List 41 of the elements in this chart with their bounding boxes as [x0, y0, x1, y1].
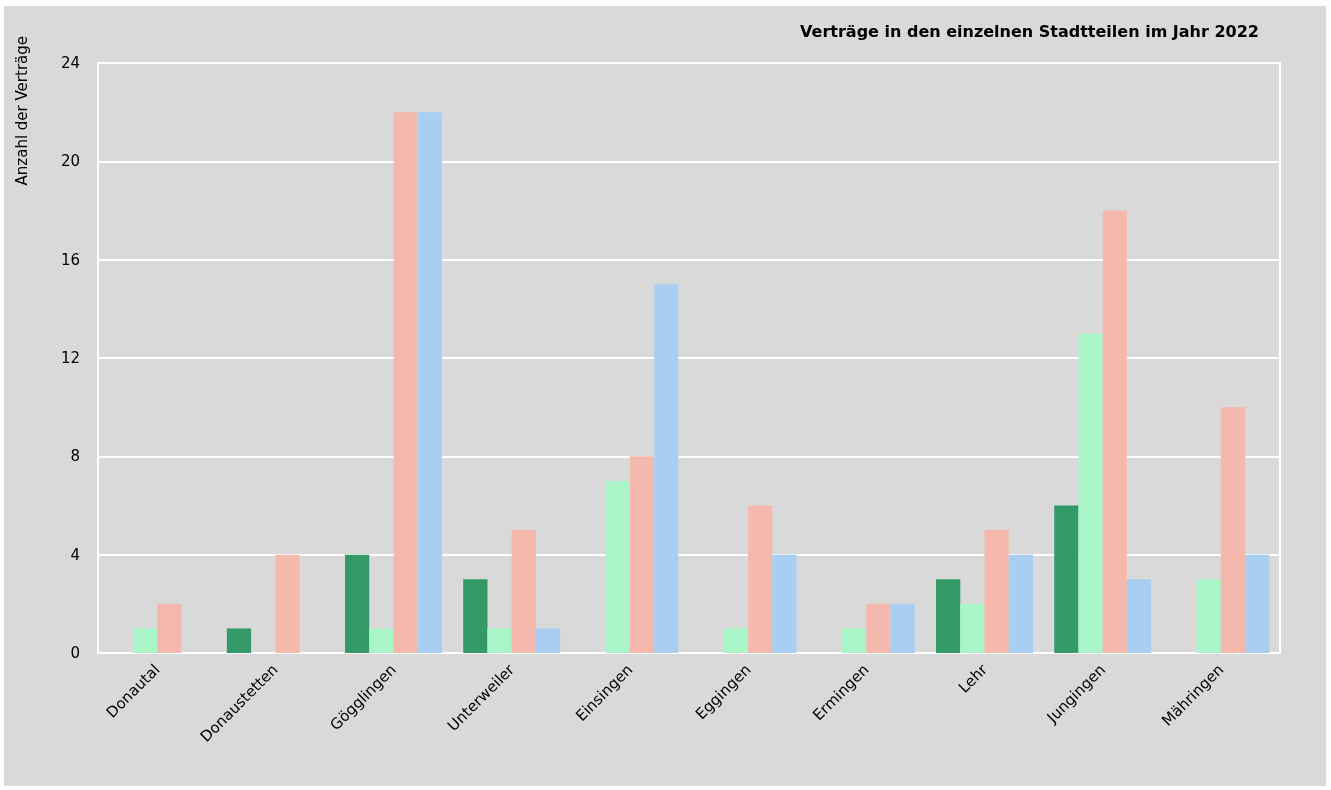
bar [772, 554, 797, 653]
bar [157, 603, 182, 653]
y-tick-label: 24 [60, 54, 80, 72]
y-axis-title: Anzahl der Verträge [12, 35, 31, 186]
bar [1126, 579, 1152, 653]
bar [132, 628, 158, 653]
y-tick-label: 0 [70, 644, 80, 662]
bar [866, 603, 891, 653]
bar [1078, 333, 1103, 653]
bar [1245, 554, 1270, 653]
bar [842, 628, 867, 653]
bar [369, 628, 394, 653]
y-tick-label: 16 [60, 250, 80, 269]
bar [393, 112, 418, 653]
bar [936, 579, 961, 653]
bar [345, 554, 370, 653]
bar [960, 603, 985, 653]
bar [1102, 210, 1127, 653]
bar [1220, 407, 1246, 653]
bar [275, 554, 300, 653]
bar [629, 456, 655, 653]
bar [605, 480, 630, 653]
y-tick-label: 20 [60, 152, 80, 171]
bar [890, 603, 915, 653]
bar [226, 628, 252, 653]
bar [984, 530, 1009, 653]
y-tick-label: 8 [70, 447, 80, 466]
y-tick-label: 12 [60, 349, 80, 367]
bar [511, 530, 536, 653]
bar [1008, 554, 1033, 653]
bar [723, 628, 749, 653]
bar [1196, 579, 1221, 653]
bar [463, 579, 488, 653]
bar [748, 505, 773, 653]
bar [487, 628, 512, 653]
y-tick-label: 4 [70, 545, 80, 564]
bar [417, 112, 442, 653]
bar [1054, 505, 1079, 653]
chart-title: Verträge in den einzelnen Stadtteilen im Jahr 2022 [800, 21, 1260, 41]
bar [535, 628, 561, 653]
bar [654, 284, 679, 653]
